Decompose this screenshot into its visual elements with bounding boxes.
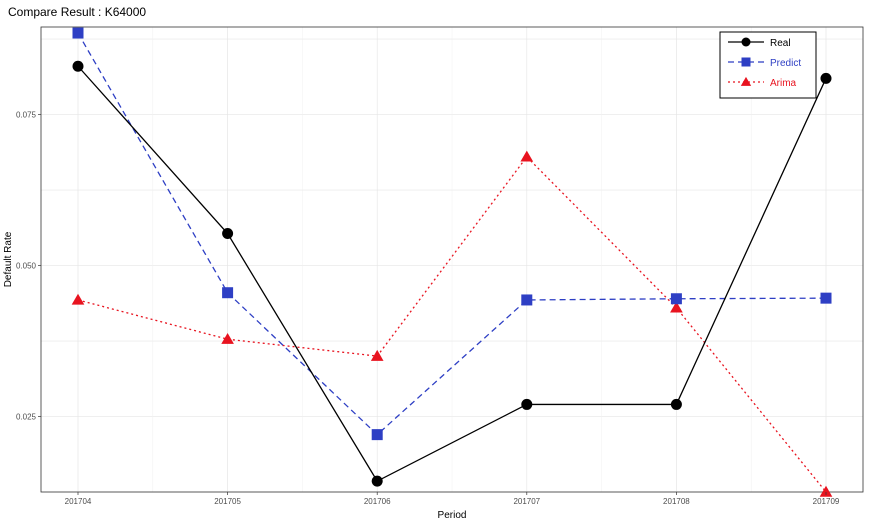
grid — [41, 27, 863, 493]
x-tick-label: 201706 — [364, 497, 391, 506]
series-predict — [72, 27, 832, 441]
series-layer — [71, 27, 833, 497]
legend-label-predict: Predict — [770, 58, 801, 69]
legend-marker-arima — [740, 76, 752, 86]
data-point-arima — [71, 293, 85, 305]
y-tick-label: 0.025 — [16, 413, 37, 422]
data-point-predict — [820, 292, 832, 304]
y-tick-label: 0.075 — [16, 111, 37, 120]
chart-title: Compare Result : K64000 — [8, 5, 146, 19]
x-tick-label: 201708 — [663, 497, 690, 506]
data-point-predict — [670, 293, 682, 305]
series-real — [72, 60, 832, 487]
data-point-predict — [371, 429, 383, 441]
series-line-arima — [77, 155, 827, 493]
data-point-arima — [221, 332, 234, 344]
legend: Real Predict Arima — [719, 31, 817, 99]
y-axis-ticks: 0.025 0.050 0.075 — [16, 111, 41, 422]
x-tick-label: 201705 — [214, 497, 241, 506]
legend-label-arima: Arima — [770, 78, 797, 89]
data-point-arima — [670, 301, 683, 313]
data-point-arima — [819, 485, 833, 497]
series-arima — [71, 150, 833, 497]
x-axis-label: Period — [438, 510, 467, 521]
y-tick-label: 0.050 — [16, 262, 37, 271]
legend-marker-predict — [741, 57, 751, 67]
plot-panel-border — [40, 26, 864, 493]
data-point-real — [521, 398, 533, 410]
y-axis-label: Default Rate — [3, 231, 14, 287]
x-axis-ticks: 201704 201705 201706 201707 201708 201709 — [65, 492, 840, 506]
legend-item-arima: Arima — [728, 76, 797, 89]
x-tick-label: 201707 — [513, 497, 540, 506]
legend-item-predict: Predict — [728, 57, 801, 69]
data-point-real — [371, 475, 383, 487]
data-point-arima — [520, 150, 534, 162]
legend-item-real: Real — [728, 37, 791, 49]
data-point-predict — [72, 27, 84, 39]
x-tick-label: 201704 — [65, 497, 92, 506]
data-point-predict — [521, 294, 533, 306]
series-line-predict — [77, 32, 827, 436]
legend-marker-real — [741, 37, 751, 47]
data-point-real — [72, 60, 84, 72]
data-point-arima — [370, 349, 384, 361]
data-point-real — [222, 228, 234, 240]
legend-box — [719, 31, 817, 99]
legend-label-real: Real — [770, 38, 791, 49]
x-tick-label: 201709 — [813, 497, 840, 506]
series-line-real — [77, 65, 827, 482]
data-point-predict — [222, 287, 234, 299]
data-point-real — [820, 72, 832, 84]
data-point-real — [670, 398, 682, 410]
